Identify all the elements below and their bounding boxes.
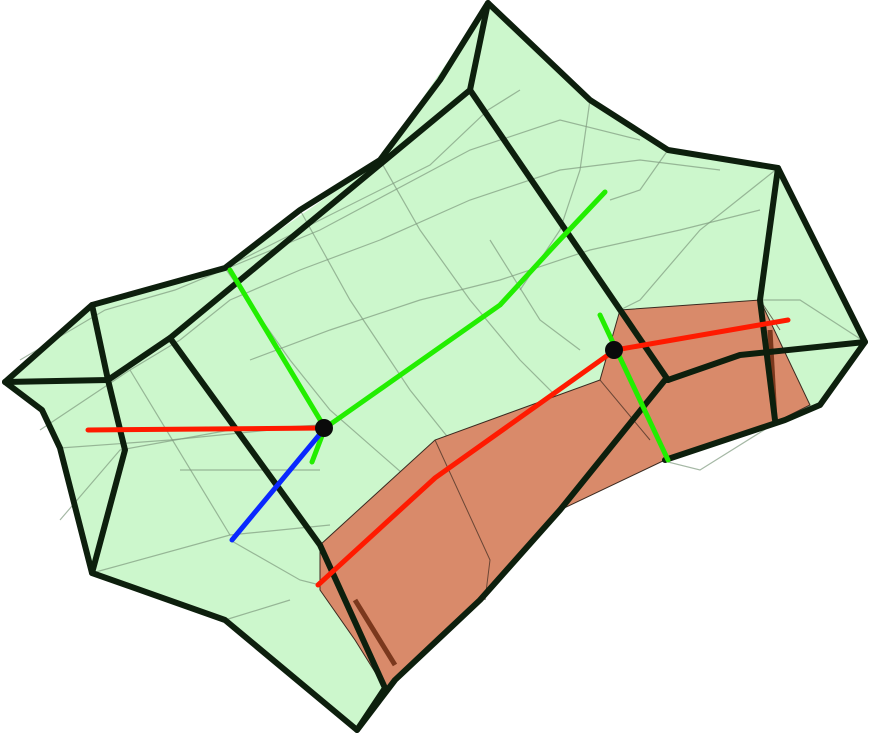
red-curves <box>85 317 791 588</box>
hull-front-face <box>170 90 668 688</box>
blue-axis <box>229 425 328 543</box>
vertex-point-right <box>605 341 623 359</box>
vertex-point-left <box>315 419 333 437</box>
